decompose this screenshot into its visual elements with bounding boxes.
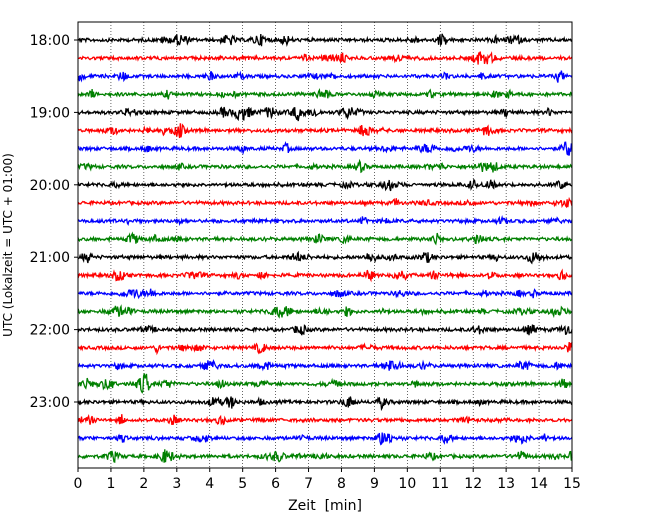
x-tick-label: 7 xyxy=(304,476,313,492)
y-ticks: 18:00 19:00 20:00 21:00 22:00 23:00 xyxy=(30,33,78,411)
x-tick-label: 13 xyxy=(497,476,515,492)
seismogram-trace xyxy=(77,123,573,139)
seismogram-trace xyxy=(77,396,573,412)
x-tick-label: 6 xyxy=(271,476,280,492)
x-tick-label: 5 xyxy=(238,476,247,492)
seismogram-trace xyxy=(77,196,573,209)
seismogram-trace xyxy=(77,158,573,174)
seismogram-trace xyxy=(77,288,573,300)
y-tick-label: 18:00 xyxy=(30,33,70,49)
traces xyxy=(77,33,573,464)
seismogram-trace xyxy=(77,33,573,48)
seismogram-trace xyxy=(77,250,573,265)
seismogram-trace xyxy=(77,70,573,83)
x-tick-label: 3 xyxy=(172,476,181,492)
seismogram-trace xyxy=(77,268,573,283)
y-tick-label: 19:00 xyxy=(30,105,70,121)
x-tick-label: 10 xyxy=(398,476,416,492)
x-tick-label: 14 xyxy=(530,476,548,492)
seismogram-trace xyxy=(77,414,573,426)
x-tick-label: 0 xyxy=(74,476,83,492)
x-tick-label: 11 xyxy=(431,476,449,492)
plot-frame xyxy=(77,21,573,469)
seismogram-trace xyxy=(77,342,573,356)
y-tick-label: 23:00 xyxy=(30,395,70,411)
seismogram-trace xyxy=(77,141,573,156)
grid-lines xyxy=(110,22,540,468)
y-tick-label: 20:00 xyxy=(30,178,70,194)
seismogram-trace xyxy=(77,88,573,100)
seismogram-trace xyxy=(77,51,573,65)
x-tick-label: 9 xyxy=(370,476,379,492)
seismogram-trace xyxy=(77,178,573,192)
x-tick-label: 8 xyxy=(337,476,346,492)
seismogram-trace xyxy=(77,432,573,446)
y-tick-label: 22:00 xyxy=(30,323,70,339)
y-tick-label: 21:00 xyxy=(30,250,70,266)
x-axis-label: Zeit [min] xyxy=(288,498,362,514)
seismogram-trace xyxy=(77,214,573,227)
seismogram-trace xyxy=(77,304,573,319)
seismogram-trace xyxy=(77,449,573,464)
x-tick-label: 4 xyxy=(205,476,214,492)
seismogram-trace xyxy=(77,324,573,336)
x-ticks: 0 1 2 3 4 5 6 7 8 9 10 11 12 13 14 15 xyxy=(74,468,581,492)
x-tick-label: 1 xyxy=(106,476,115,492)
seismogram-trace xyxy=(77,231,573,246)
x-tick-label: 12 xyxy=(464,476,482,492)
seismogram-trace xyxy=(77,373,573,394)
y-axis-label: UTC (Lokalzeit = UTC + 01:00) xyxy=(1,153,15,337)
seismogram-trace xyxy=(77,106,573,122)
seismogram-trace xyxy=(77,358,573,372)
x-tick-label: 2 xyxy=(139,476,148,492)
x-tick-label: 15 xyxy=(563,476,581,492)
